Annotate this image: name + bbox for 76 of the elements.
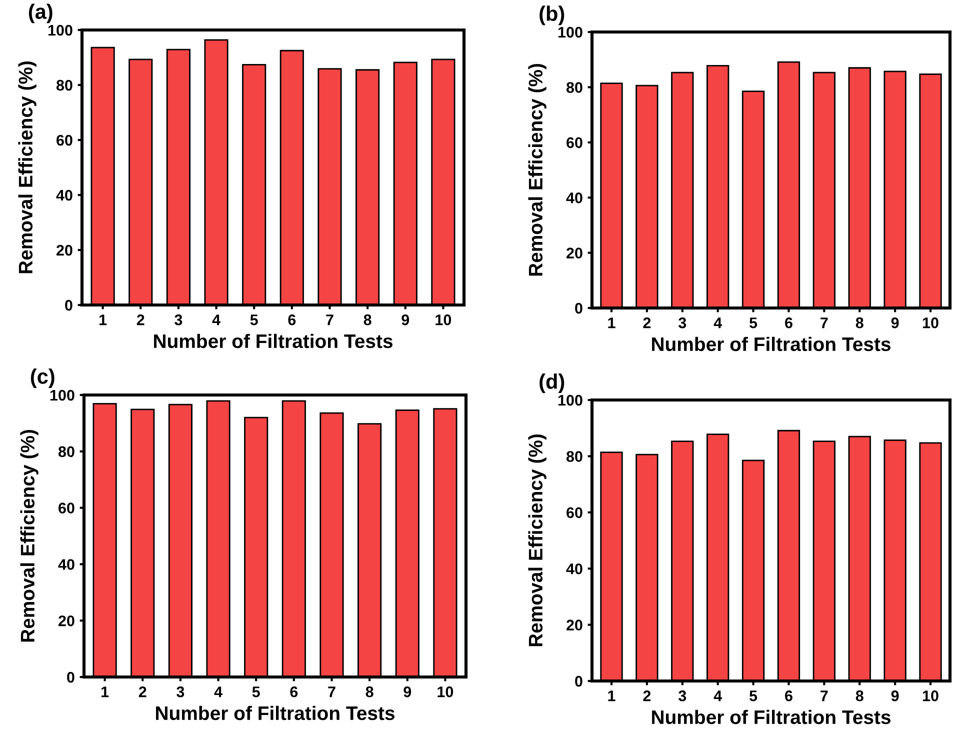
y-tick-label: 20 <box>566 248 582 258</box>
x-tick-label: 5 <box>250 314 258 326</box>
x-tick-label: 1 <box>102 686 109 698</box>
y-tick-label: 20 <box>58 615 74 626</box>
y-tick-label: 0 <box>65 300 72 311</box>
y-tick-label: 0 <box>575 676 582 687</box>
x-tick-label: 9 <box>402 314 410 326</box>
x-tick-label: 10 <box>436 314 452 326</box>
x-tick-label: 6 <box>785 690 792 702</box>
y-tick-label: 60 <box>58 502 74 514</box>
x-tick-label: 8 <box>366 686 374 698</box>
x-tick-label: 7 <box>326 314 334 326</box>
y-tick-label: 60 <box>56 134 72 146</box>
x-tick-label: 6 <box>288 314 296 326</box>
y-tick-label: 0 <box>67 672 74 683</box>
y-tick-label: 60 <box>566 507 582 518</box>
y-tick-label: 60 <box>566 137 582 148</box>
chart-title: (b) <box>540 6 564 26</box>
x-tick-label: 10 <box>438 686 454 698</box>
x-tick-label: 4 <box>214 686 222 698</box>
x-axis-title: Number of Filtration Tests <box>156 706 394 720</box>
y-tick-label: 0 <box>575 302 582 314</box>
y-tick-label: 80 <box>58 446 74 458</box>
chart-title: (d) <box>540 374 564 393</box>
x-tick-label: 1 <box>608 318 616 328</box>
chart-title: (c) <box>30 368 54 388</box>
x-tick-label: 4 <box>714 318 722 328</box>
x-tick-label: 8 <box>856 690 864 702</box>
x-tick-label: 4 <box>714 690 722 702</box>
x-tick-label: 3 <box>174 314 182 326</box>
y-axis-title: Removal Efficiency (%) <box>528 434 546 646</box>
x-axis-title: Number of Filtration Tests <box>652 336 890 352</box>
x-tick-label: 1 <box>608 690 616 702</box>
y-tick-label: 100 <box>558 394 582 406</box>
x-tick-label: 9 <box>404 686 412 698</box>
x-tick-label: 2 <box>138 686 146 698</box>
x-tick-label: 3 <box>678 317 686 328</box>
x-tick-label: 2 <box>136 314 144 326</box>
x-tick-label: 2 <box>643 317 651 328</box>
x-axis-title: Number of Filtration Tests <box>652 710 890 724</box>
x-tick-label: 4 <box>212 314 220 326</box>
x-tick-label: 10 <box>922 317 938 328</box>
x-tick-label: 8 <box>856 317 864 328</box>
y-tick-label: 80 <box>566 82 582 93</box>
x-tick-label: 3 <box>678 690 686 702</box>
x-axis-title: Number of Filtration Tests <box>154 334 392 348</box>
x-tick-label: 7 <box>328 686 336 698</box>
chart-title: (a) <box>28 4 52 24</box>
y-tick-label: 100 <box>558 26 582 38</box>
x-tick-label: 5 <box>252 686 260 698</box>
x-tick-label: 3 <box>176 686 184 698</box>
y-tick-label: 80 <box>56 80 72 91</box>
y-tick-label: 40 <box>566 563 582 574</box>
x-tick-label: 9 <box>891 317 899 328</box>
y-tick-label: 20 <box>566 620 582 630</box>
x-tick-label: 6 <box>785 317 792 328</box>
x-tick-label: 6 <box>290 686 298 698</box>
y-tick-label: 100 <box>48 24 72 36</box>
x-tick-label: 5 <box>750 318 758 328</box>
y-tick-label: 40 <box>566 192 582 204</box>
x-tick-label: 7 <box>820 690 828 702</box>
y-axis-title: Removal Efficiency (%) <box>18 61 36 274</box>
x-tick-label: 9 <box>891 690 899 702</box>
y-axis-title: Removal Efficiency (%) <box>528 64 546 276</box>
y-tick-label: 80 <box>566 451 582 462</box>
y-tick-label: 20 <box>56 244 72 256</box>
x-tick-label: 1 <box>100 314 107 326</box>
x-tick-label: 7 <box>820 318 828 328</box>
x-tick-label: 5 <box>750 690 758 702</box>
y-tick-label: 40 <box>56 190 72 201</box>
x-tick-label: 8 <box>364 314 372 326</box>
y-axis-title: Removal Efficiency (%) <box>20 430 38 642</box>
y-tick-label: 100 <box>50 390 74 401</box>
x-tick-label: 2 <box>643 690 651 702</box>
y-tick-label: 40 <box>58 559 74 570</box>
x-tick-label: 10 <box>922 690 938 702</box>
